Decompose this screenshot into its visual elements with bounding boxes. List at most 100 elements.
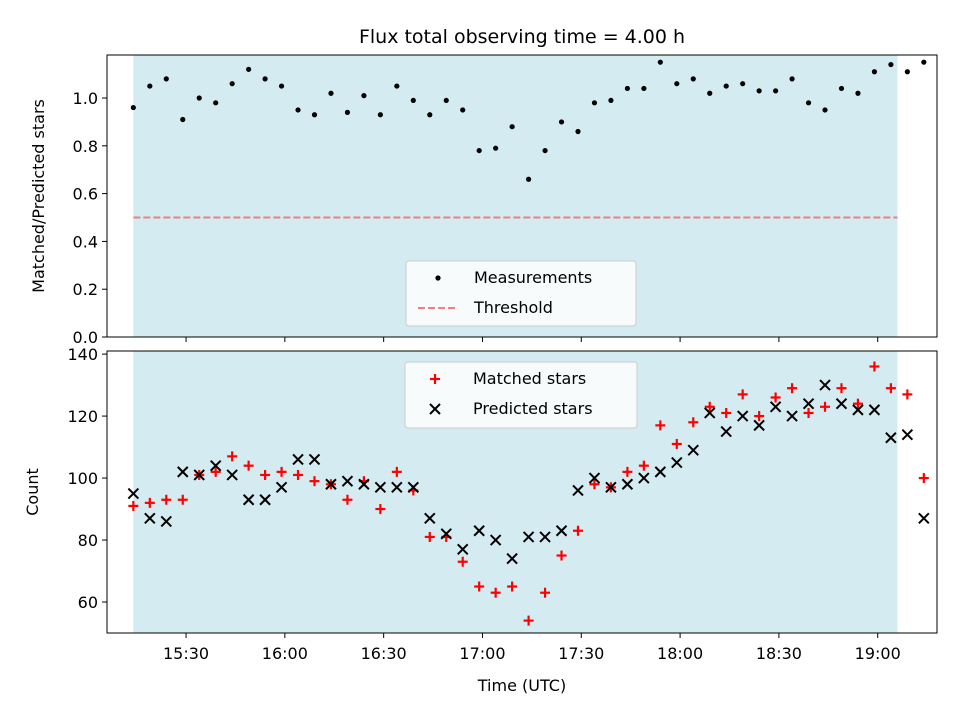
- matched-point: [161, 494, 172, 505]
- predicted-point: [440, 528, 452, 540]
- count-x-tick-label: 17:30: [558, 644, 604, 663]
- matched-point: [375, 504, 386, 515]
- ratio-legend: Measurements Threshold: [405, 260, 637, 327]
- matched-point: [507, 581, 518, 592]
- measurement-point: [525, 176, 532, 182]
- measurement-point: [476, 147, 482, 154]
- count-y-tick-label: 140: [67, 345, 98, 364]
- measurement-point: [855, 90, 861, 96]
- matched-point: [276, 466, 287, 477]
- measurement-point: [213, 100, 219, 106]
- measurement-point: [410, 97, 416, 104]
- predicted-point: [473, 525, 485, 537]
- matched-legend-marker: [430, 374, 440, 384]
- measurement-point: [756, 88, 762, 94]
- count-x-tick-label: 17:00: [459, 644, 505, 663]
- measurement-legend-label: Measurements: [474, 268, 592, 287]
- predicted-point: [177, 466, 189, 478]
- measurement-point: [196, 95, 202, 101]
- matched-point: [902, 389, 913, 400]
- predicted-point: [621, 478, 634, 490]
- matched-point: [227, 451, 238, 462]
- measurement-point: [262, 76, 268, 82]
- matched-point: [885, 383, 896, 394]
- matched-point: [243, 460, 254, 471]
- count-x-tick-label: 18:00: [657, 644, 703, 663]
- matched-point: [704, 401, 715, 412]
- matched-point: [655, 420, 666, 431]
- matched-point: [852, 398, 863, 409]
- predicted-point: [209, 459, 222, 472]
- predicted-legend-label: Predicted stars: [473, 399, 593, 418]
- measurement-point: [394, 83, 400, 89]
- matched-point: [622, 466, 633, 477]
- count-y-ticks: 60 80 100 120 140: [67, 345, 107, 612]
- matched-point: [490, 587, 501, 598]
- measurement-point: [641, 85, 647, 92]
- predicted-point: [638, 472, 650, 484]
- matched-point: [210, 466, 221, 477]
- count-y-label: Count: [23, 468, 42, 516]
- predicted-point: [489, 534, 502, 546]
- count-x-tick-label: 16:00: [262, 644, 308, 663]
- predicted-point: [374, 481, 387, 494]
- ratio-legend-box: [405, 260, 637, 327]
- measurement-point: [361, 93, 367, 99]
- matched-point: [787, 383, 798, 394]
- predicted-point: [127, 487, 140, 500]
- measurement-point: [773, 88, 779, 94]
- measurement-point: [888, 61, 894, 68]
- predicted-point: [242, 494, 255, 506]
- ratio-y-label: Matched/Predicted stars: [29, 99, 48, 293]
- measurement-point: [871, 69, 878, 75]
- matched-point: [688, 417, 699, 428]
- measurement-point: [542, 147, 548, 154]
- measurement-point: [278, 83, 285, 89]
- predicted-point: [539, 531, 551, 543]
- measurement-point: [163, 76, 169, 82]
- matched-point: [540, 587, 551, 598]
- measurement-point: [130, 104, 136, 111]
- ratio-y-ticks: 0.0 0.2 0.4 0.6 0.8 1.0: [73, 89, 107, 347]
- matched-point: [589, 479, 600, 490]
- count-x-tick-label: 15:30: [163, 644, 209, 663]
- measurement-legend-marker: [435, 275, 441, 281]
- measurement-point: [180, 116, 186, 123]
- predicted-point: [835, 397, 848, 410]
- ratio-panel-frame: [106, 54, 938, 338]
- matched-point: [869, 361, 880, 372]
- matched-point: [177, 494, 188, 505]
- ratio-y-tick-label: 0.4: [73, 232, 98, 251]
- count-legend: Matched stars Predicted stars: [404, 361, 638, 429]
- predicted-point: [769, 401, 782, 413]
- matched-point: [556, 550, 567, 561]
- predicted-point: [226, 469, 238, 481]
- count-panel-frame: [106, 350, 938, 634]
- matched-point: [474, 581, 485, 592]
- count-y-tick-label: 120: [67, 407, 98, 426]
- measurement-point: [295, 107, 301, 113]
- predicted-point: [852, 404, 864, 416]
- predicted-point: [819, 379, 831, 391]
- predicted-point: [457, 543, 469, 556]
- count-points: [127, 361, 930, 626]
- measurement-point: [229, 81, 235, 87]
- measurement-point: [328, 90, 334, 96]
- matched-point: [424, 531, 435, 542]
- predicted-point: [588, 472, 601, 484]
- measurement-point: [838, 85, 845, 92]
- measurement-point: [443, 97, 449, 104]
- matched-point: [128, 500, 139, 511]
- predicted-point: [308, 453, 321, 466]
- count-y-tick-label: 60: [78, 593, 98, 612]
- predicted-point: [341, 475, 354, 487]
- predicted-point: [193, 469, 205, 481]
- matched-point: [309, 476, 320, 487]
- measurement-point: [789, 76, 795, 82]
- measurement-point: [427, 112, 433, 118]
- predicted-point: [292, 453, 304, 466]
- measurement-point: [575, 128, 581, 135]
- predicted-point: [802, 397, 815, 410]
- predicted-point: [687, 444, 699, 456]
